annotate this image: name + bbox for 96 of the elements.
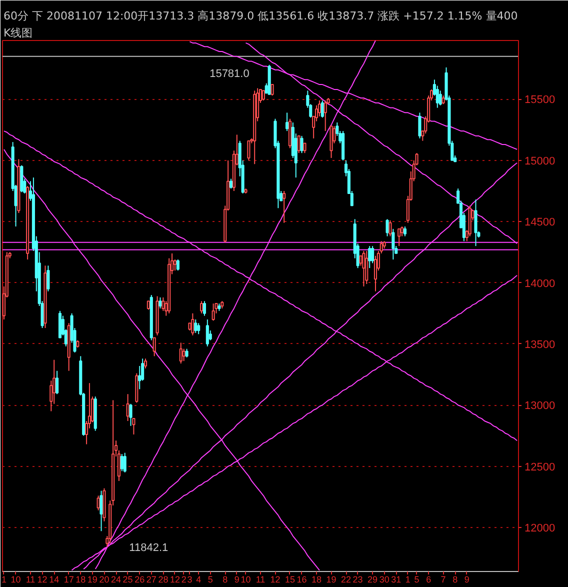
- candlestick: [374, 255, 378, 292]
- candlestick: [270, 84, 274, 96]
- x-tick-label: 20: [99, 574, 110, 584]
- candlestick: [212, 303, 215, 322]
- y-tick-label: 14500: [524, 216, 556, 229]
- candlestick: [400, 226, 404, 237]
- y-tick-label: 13500: [524, 338, 556, 351]
- candlestick: [202, 300, 206, 316]
- candlestick: [362, 250, 366, 287]
- x-tick-label: 30: [379, 574, 390, 584]
- candlestick: [388, 220, 392, 237]
- candlestick: [120, 454, 124, 472]
- candlestick: [303, 142, 306, 154]
- x-tick-label: 18: [76, 574, 86, 584]
- candlestick: [123, 452, 126, 473]
- candlestick: [179, 342, 182, 364]
- candlestick: [300, 135, 304, 154]
- x-tick-label: 11: [26, 574, 36, 584]
- candlestick: [320, 100, 324, 118]
- x-tick-label: 2: [181, 574, 186, 584]
- x-tick-label: 23: [352, 574, 363, 584]
- candlestick: [132, 418, 136, 435]
- x-tick-label: 9: [234, 574, 240, 584]
- x-tick-label: 7: [440, 574, 446, 584]
- chart-title: 60分 下 20081107 12:00开13713.3 高13879.0 低13561.6 收13873.7 涨跌 +157.2 1.15% 量400: [4, 10, 518, 22]
- candlestick: [194, 318, 198, 334]
- candlestick: [365, 250, 368, 284]
- candlestick: [197, 322, 200, 335]
- candlestick: [173, 259, 177, 272]
- candlestick: [129, 403, 132, 426]
- candlestick: [158, 296, 162, 309]
- candlestick: [144, 358, 148, 369]
- x-tick-label: 1: [1, 574, 6, 584]
- candlestick: [247, 140, 250, 161]
- x-tick-label: 15: [284, 574, 295, 584]
- candlestick: [229, 178, 233, 190]
- x-tick-label: 10: [240, 574, 251, 584]
- candlestick: [206, 318, 209, 347]
- x-tick-label: 27: [146, 574, 156, 584]
- candlestick: [100, 490, 103, 532]
- y-tick-label: 15500: [524, 94, 556, 106]
- y-tick-label: 12000: [524, 522, 556, 534]
- candlestick: [152, 337, 156, 357]
- annotation: 11842.1: [129, 542, 168, 554]
- candlestick: [368, 246, 372, 269]
- x-tick-label: 26: [134, 574, 145, 584]
- annotation: 15781.0: [210, 68, 250, 80]
- x-tick-label: 24: [111, 574, 122, 584]
- x-tick-label: 8: [452, 574, 458, 584]
- candlestick: [176, 259, 180, 272]
- candlestick: [200, 300, 204, 314]
- candlestick: [56, 370, 59, 395]
- x-tick-label: 1: [405, 574, 410, 584]
- candlestick: [371, 246, 374, 264]
- candlestick: [392, 228, 395, 260]
- x-tick-label: 28: [158, 574, 168, 584]
- x-tick-label: 12: [270, 574, 280, 584]
- x-tick-label: 18: [312, 574, 322, 584]
- candlestick: [403, 226, 407, 237]
- candlestick: [191, 312, 194, 336]
- x-tick-label: 8: [222, 574, 228, 584]
- candlestick: [46, 265, 50, 292]
- y-tick-label: 15000: [524, 155, 556, 168]
- candlestick: [438, 90, 442, 106]
- x-tick-label: 5: [414, 574, 420, 584]
- x-tick-label: 6: [426, 574, 432, 584]
- candlestick: [182, 348, 186, 362]
- candlestick: [286, 112, 289, 132]
- x-tick-label: 11: [256, 574, 266, 584]
- x-tick-label: 31: [391, 574, 402, 584]
- x-tick-label: 16: [296, 574, 307, 584]
- x-tick-label: 3: [187, 574, 192, 584]
- x-tick-label: 25: [122, 574, 133, 584]
- x-tick-label: 12: [37, 574, 48, 584]
- chart-subtitle: K线图: [4, 26, 33, 40]
- x-tick-label: 22: [341, 574, 352, 584]
- x-tick-label: 5: [208, 574, 213, 584]
- candlestick: [282, 190, 286, 224]
- x-tick-label: 14: [49, 574, 60, 584]
- x-tick-label: 10: [10, 574, 21, 584]
- candlestick: [398, 228, 401, 247]
- x-tick-label: 19: [87, 574, 98, 584]
- candlestick: [418, 112, 422, 139]
- candlestick: [359, 255, 362, 266]
- candlestick: [262, 90, 265, 101]
- y-tick-label: 12500: [524, 461, 556, 474]
- x-tick-label: 9: [464, 574, 470, 584]
- x-tick-label: 29: [368, 574, 378, 584]
- x-tick-label: 19: [326, 574, 336, 584]
- y-tick-label: 13000: [524, 400, 556, 412]
- x-tick-label: 17: [64, 574, 74, 584]
- x-tick-label: 4: [196, 574, 202, 584]
- candlestick: [324, 100, 327, 132]
- y-tick-label: 14000: [524, 278, 556, 290]
- candlestick: [474, 199, 478, 247]
- x-tick-label: 12: [170, 574, 180, 584]
